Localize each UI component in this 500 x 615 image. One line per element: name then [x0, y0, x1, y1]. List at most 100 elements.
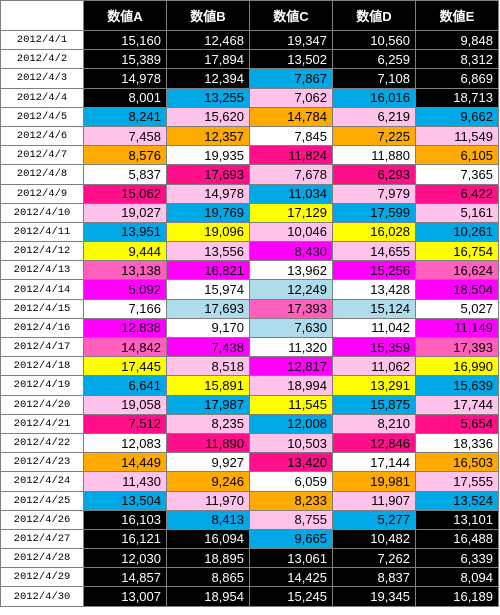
- date-cell: 2012/4/28: [0, 548, 84, 569]
- value-e-cell: 17,744: [415, 394, 499, 415]
- value-e-cell: 18,504: [415, 279, 499, 300]
- value-e-cell: 9,848: [415, 29, 499, 51]
- value-a-cell: 19,058: [83, 394, 167, 415]
- table-row: 2012/4/23 14,449 9,927 13,420 17,144 16,503: [0, 452, 499, 473]
- value-c-cell: 13,962: [249, 260, 333, 281]
- value-b-cell: 9,246: [166, 471, 250, 492]
- value-d-cell: 11,062: [332, 356, 416, 377]
- value-c-cell: 18,994: [249, 375, 333, 396]
- value-a-cell: 15,389: [83, 49, 167, 70]
- value-b-cell: 12,394: [166, 68, 250, 89]
- table-row: 2012/4/20 19,058 17,987 11,545 15,875 17,744: [0, 394, 499, 415]
- table-row: 2012/4/8 5,837 17,693 7,678 6,293 7,365: [0, 164, 499, 185]
- value-e-cell: 6,339: [415, 548, 499, 569]
- value-a-cell: 14,842: [83, 336, 167, 358]
- table-row: 2012/4/3 14,978 12,394 7,867 7,108 6,869: [0, 68, 499, 89]
- value-e-cell: 18,336: [415, 432, 499, 454]
- date-cell: 2012/4/29: [0, 567, 84, 588]
- date-cell: 2012/4/4: [0, 87, 84, 108]
- date-cell: 2012/4/15: [0, 298, 84, 319]
- value-d-cell: 7,108: [332, 68, 416, 89]
- value-a-cell: 15,160: [83, 29, 167, 51]
- value-c-cell: 8,233: [249, 490, 333, 511]
- date-cell: 2012/4/27: [0, 528, 84, 550]
- date-cell: 2012/4/18: [0, 356, 84, 377]
- value-a-cell: 5,837: [83, 164, 167, 185]
- value-c-cell: 14,425: [249, 567, 333, 588]
- value-e-cell: 6,105: [415, 145, 499, 166]
- value-b-cell: 17,894: [166, 49, 250, 70]
- table-row: 2012/4/18 17,445 8,518 12,817 11,062 16,990: [0, 356, 499, 377]
- value-c-cell: 8,430: [249, 241, 333, 262]
- table-row: 2012/4/5 8,241 15,620 14,784 6,219 9,662: [0, 106, 499, 127]
- table-row: 2012/4/28 12,030 18,895 13,061 7,262 6,339: [0, 548, 499, 569]
- value-b-cell: 19,769: [166, 202, 250, 223]
- table-row: 2012/4/12 9,444 13,556 8,430 14,655 16,754: [0, 241, 499, 262]
- value-c-cell: 7,678: [249, 164, 333, 185]
- value-e-cell: 16,624: [415, 260, 499, 281]
- value-c-cell: 17,129: [249, 202, 333, 223]
- table-row: 2012/4/4 8,001 13,255 7,062 16,016 18,713: [0, 87, 499, 108]
- header-value-a: 数値A: [83, 0, 167, 31]
- value-d-cell: 13,291: [332, 375, 416, 396]
- value-b-cell: 18,895: [166, 548, 250, 569]
- value-a-cell: 8,576: [83, 145, 167, 166]
- value-e-cell: 18,713: [415, 87, 499, 108]
- value-b-cell: 11,970: [166, 490, 250, 511]
- table-row: 2012/4/24 11,430 9,246 6,059 19,981 17,555: [0, 471, 499, 492]
- value-d-cell: 10,560: [332, 29, 416, 51]
- value-d-cell: 19,345: [332, 586, 416, 607]
- value-e-cell: 11,549: [415, 125, 499, 147]
- value-c-cell: 13,502: [249, 49, 333, 70]
- header-value-c: 数値C: [249, 0, 333, 31]
- value-e-cell: 8,094: [415, 567, 499, 588]
- value-b-cell: 16,821: [166, 260, 250, 281]
- value-a-cell: 19,027: [83, 202, 167, 223]
- value-e-cell: 15,639: [415, 375, 499, 396]
- value-a-cell: 12,030: [83, 548, 167, 569]
- date-cell: 2012/4/22: [0, 432, 84, 454]
- value-c-cell: 7,845: [249, 125, 333, 147]
- value-d-cell: 17,599: [332, 202, 416, 223]
- value-e-cell: 17,393: [415, 336, 499, 358]
- value-c-cell: 11,034: [249, 183, 333, 204]
- value-b-cell: 7,438: [166, 336, 250, 358]
- value-a-cell: 12,838: [83, 317, 167, 339]
- value-a-cell: 11,430: [83, 471, 167, 492]
- value-b-cell: 12,357: [166, 125, 250, 147]
- value-b-cell: 18,954: [166, 586, 250, 607]
- value-e-cell: 8,312: [415, 49, 499, 70]
- value-b-cell: 13,556: [166, 241, 250, 262]
- value-a-cell: 9,444: [83, 241, 167, 262]
- value-b-cell: 9,927: [166, 452, 250, 473]
- date-cell: 2012/4/30: [0, 586, 84, 607]
- header-value-e: 数値E: [415, 0, 499, 31]
- value-e-cell: 5,027: [415, 298, 499, 319]
- table-row: 2012/4/16 12,838 9,170 7,630 11,042 11,149: [0, 317, 499, 339]
- date-cell: 2012/4/19: [0, 375, 84, 396]
- value-e-cell: 6,422: [415, 183, 499, 204]
- value-e-cell: 5,654: [415, 413, 499, 434]
- value-a-cell: 13,951: [83, 221, 167, 243]
- value-d-cell: 16,016: [332, 87, 416, 108]
- value-c-cell: 11,824: [249, 145, 333, 166]
- value-c-cell: 13,420: [249, 452, 333, 473]
- value-a-cell: 8,241: [83, 106, 167, 127]
- value-c-cell: 9,665: [249, 528, 333, 550]
- value-c-cell: 15,245: [249, 586, 333, 607]
- table-row: 2012/4/29 14,857 8,865 14,425 8,837 8,094: [0, 567, 499, 588]
- value-e-cell: 16,990: [415, 356, 499, 377]
- value-b-cell: 15,974: [166, 279, 250, 300]
- date-cell: 2012/4/8: [0, 164, 84, 185]
- value-c-cell: 7,062: [249, 87, 333, 108]
- value-c-cell: 19,347: [249, 29, 333, 51]
- header-value-b: 数値B: [166, 0, 250, 31]
- value-e-cell: 16,189: [415, 586, 499, 607]
- date-cell: 2012/4/20: [0, 394, 84, 415]
- table-row: 2012/4/26 16,103 8,413 8,755 5,277 13,101: [0, 509, 499, 530]
- value-a-cell: 13,138: [83, 260, 167, 281]
- value-a-cell: 14,449: [83, 452, 167, 473]
- value-a-cell: 7,458: [83, 125, 167, 147]
- value-e-cell: 11,149: [415, 317, 499, 339]
- date-cell: 2012/4/17: [0, 336, 84, 358]
